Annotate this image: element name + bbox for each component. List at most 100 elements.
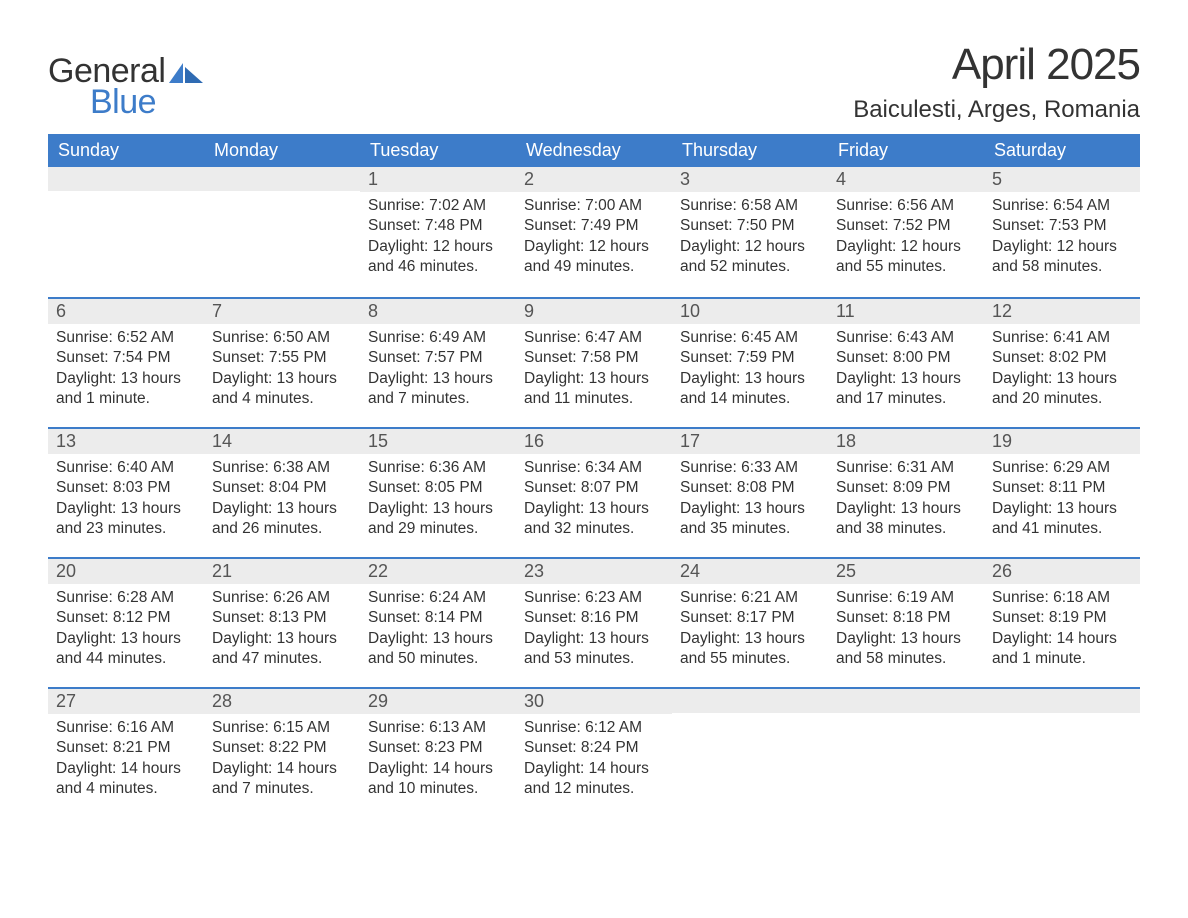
- day-number: 15: [360, 429, 516, 454]
- sunset-text: Sunset: 8:00 PM: [836, 348, 976, 368]
- day-body: Sunrise: 6:18 AMSunset: 8:19 PMDaylight:…: [984, 584, 1140, 682]
- daylight-text: Daylight: 13 hours and 4 minutes.: [212, 369, 352, 410]
- daylight-text: Daylight: 14 hours and 10 minutes.: [368, 759, 508, 800]
- daylight-text: Daylight: 13 hours and 7 minutes.: [368, 369, 508, 410]
- day-body: Sunrise: 6:47 AMSunset: 7:58 PMDaylight:…: [516, 324, 672, 422]
- sunrise-text: Sunrise: 7:00 AM: [524, 196, 664, 216]
- title-block: April 2025 Baiculesti, Arges, Romania: [853, 40, 1140, 124]
- sunset-text: Sunset: 7:57 PM: [368, 348, 508, 368]
- daylight-text: Daylight: 13 hours and 44 minutes.: [56, 629, 196, 670]
- sunrise-text: Sunrise: 6:41 AM: [992, 328, 1132, 348]
- sunset-text: Sunset: 7:54 PM: [56, 348, 196, 368]
- sunset-text: Sunset: 8:02 PM: [992, 348, 1132, 368]
- sunset-text: Sunset: 8:13 PM: [212, 608, 352, 628]
- day-body: Sunrise: 6:58 AMSunset: 7:50 PMDaylight:…: [672, 192, 828, 290]
- day-number: [48, 167, 204, 191]
- day-cell: 27Sunrise: 6:16 AMSunset: 8:21 PMDayligh…: [48, 689, 204, 817]
- logo-sail-icon: [169, 61, 203, 83]
- day-number: 11: [828, 299, 984, 324]
- day-number: 17: [672, 429, 828, 454]
- day-cell: 26Sunrise: 6:18 AMSunset: 8:19 PMDayligh…: [984, 559, 1140, 687]
- day-cell: 28Sunrise: 6:15 AMSunset: 8:22 PMDayligh…: [204, 689, 360, 817]
- day-cell: 12Sunrise: 6:41 AMSunset: 8:02 PMDayligh…: [984, 299, 1140, 427]
- sunrise-text: Sunrise: 6:40 AM: [56, 458, 196, 478]
- day-cell: 4Sunrise: 6:56 AMSunset: 7:52 PMDaylight…: [828, 167, 984, 297]
- sunrise-text: Sunrise: 6:16 AM: [56, 718, 196, 738]
- day-body: Sunrise: 6:34 AMSunset: 8:07 PMDaylight:…: [516, 454, 672, 552]
- daylight-text: Daylight: 14 hours and 1 minute.: [992, 629, 1132, 670]
- weeks-container: 1Sunrise: 7:02 AMSunset: 7:48 PMDaylight…: [48, 167, 1140, 817]
- day-body: Sunrise: 6:26 AMSunset: 8:13 PMDaylight:…: [204, 584, 360, 682]
- day-body: Sunrise: 6:21 AMSunset: 8:17 PMDaylight:…: [672, 584, 828, 682]
- day-body: Sunrise: 6:43 AMSunset: 8:00 PMDaylight:…: [828, 324, 984, 422]
- daylight-text: Daylight: 14 hours and 4 minutes.: [56, 759, 196, 800]
- daylight-text: Daylight: 13 hours and 58 minutes.: [836, 629, 976, 670]
- sunset-text: Sunset: 8:23 PM: [368, 738, 508, 758]
- sunrise-text: Sunrise: 6:18 AM: [992, 588, 1132, 608]
- day-number: 26: [984, 559, 1140, 584]
- day-number: 1: [360, 167, 516, 192]
- daylight-text: Daylight: 13 hours and 1 minute.: [56, 369, 196, 410]
- day-cell: 9Sunrise: 6:47 AMSunset: 7:58 PMDaylight…: [516, 299, 672, 427]
- day-body: Sunrise: 7:02 AMSunset: 7:48 PMDaylight:…: [360, 192, 516, 290]
- daylight-text: Daylight: 13 hours and 50 minutes.: [368, 629, 508, 670]
- day-cell: 23Sunrise: 6:23 AMSunset: 8:16 PMDayligh…: [516, 559, 672, 687]
- sunrise-text: Sunrise: 6:19 AM: [836, 588, 976, 608]
- sunset-text: Sunset: 8:14 PM: [368, 608, 508, 628]
- calendar: Sunday Monday Tuesday Wednesday Thursday…: [48, 134, 1140, 817]
- day-number: 20: [48, 559, 204, 584]
- day-number: 2: [516, 167, 672, 192]
- day-cell: 21Sunrise: 6:26 AMSunset: 8:13 PMDayligh…: [204, 559, 360, 687]
- day-number: 7: [204, 299, 360, 324]
- day-cell: [828, 689, 984, 817]
- day-number: 5: [984, 167, 1140, 192]
- day-body: Sunrise: 6:31 AMSunset: 8:09 PMDaylight:…: [828, 454, 984, 552]
- sunrise-text: Sunrise: 6:26 AM: [212, 588, 352, 608]
- day-body: Sunrise: 6:12 AMSunset: 8:24 PMDaylight:…: [516, 714, 672, 812]
- sunset-text: Sunset: 7:50 PM: [680, 216, 820, 236]
- daylight-text: Daylight: 12 hours and 46 minutes.: [368, 237, 508, 278]
- sunset-text: Sunset: 8:07 PM: [524, 478, 664, 498]
- logo-word2: Blue: [90, 83, 203, 122]
- week-row: 27Sunrise: 6:16 AMSunset: 8:21 PMDayligh…: [48, 687, 1140, 817]
- week-row: 1Sunrise: 7:02 AMSunset: 7:48 PMDaylight…: [48, 167, 1140, 297]
- day-body: Sunrise: 6:16 AMSunset: 8:21 PMDaylight:…: [48, 714, 204, 812]
- day-body: [48, 191, 204, 207]
- daylight-text: Daylight: 14 hours and 7 minutes.: [212, 759, 352, 800]
- day-body: Sunrise: 6:50 AMSunset: 7:55 PMDaylight:…: [204, 324, 360, 422]
- sunrise-text: Sunrise: 6:54 AM: [992, 196, 1132, 216]
- sunrise-text: Sunrise: 6:43 AM: [836, 328, 976, 348]
- sunrise-text: Sunrise: 6:45 AM: [680, 328, 820, 348]
- day-number: 6: [48, 299, 204, 324]
- day-body: [984, 713, 1140, 729]
- sunset-text: Sunset: 8:22 PM: [212, 738, 352, 758]
- day-cell: 2Sunrise: 7:00 AMSunset: 7:49 PMDaylight…: [516, 167, 672, 297]
- dow-saturday: Saturday: [984, 134, 1140, 167]
- dow-monday: Monday: [204, 134, 360, 167]
- sunset-text: Sunset: 8:19 PM: [992, 608, 1132, 628]
- location: Baiculesti, Arges, Romania: [853, 96, 1140, 124]
- daylight-text: Daylight: 12 hours and 58 minutes.: [992, 237, 1132, 278]
- day-cell: 15Sunrise: 6:36 AMSunset: 8:05 PMDayligh…: [360, 429, 516, 557]
- sunrise-text: Sunrise: 6:21 AM: [680, 588, 820, 608]
- sunset-text: Sunset: 8:09 PM: [836, 478, 976, 498]
- day-cell: 14Sunrise: 6:38 AMSunset: 8:04 PMDayligh…: [204, 429, 360, 557]
- day-cell: 20Sunrise: 6:28 AMSunset: 8:12 PMDayligh…: [48, 559, 204, 687]
- sunrise-text: Sunrise: 6:58 AM: [680, 196, 820, 216]
- day-number: 18: [828, 429, 984, 454]
- sunrise-text: Sunrise: 6:49 AM: [368, 328, 508, 348]
- daylight-text: Daylight: 13 hours and 41 minutes.: [992, 499, 1132, 540]
- dow-friday: Friday: [828, 134, 984, 167]
- day-number: [672, 689, 828, 713]
- daylight-text: Daylight: 12 hours and 55 minutes.: [836, 237, 976, 278]
- day-cell: 19Sunrise: 6:29 AMSunset: 8:11 PMDayligh…: [984, 429, 1140, 557]
- day-number: 3: [672, 167, 828, 192]
- day-body: Sunrise: 6:24 AMSunset: 8:14 PMDaylight:…: [360, 584, 516, 682]
- daylight-text: Daylight: 13 hours and 53 minutes.: [524, 629, 664, 670]
- sunset-text: Sunset: 7:58 PM: [524, 348, 664, 368]
- sunset-text: Sunset: 8:05 PM: [368, 478, 508, 498]
- sunrise-text: Sunrise: 6:47 AM: [524, 328, 664, 348]
- day-number: 10: [672, 299, 828, 324]
- dow-thursday: Thursday: [672, 134, 828, 167]
- sunset-text: Sunset: 7:59 PM: [680, 348, 820, 368]
